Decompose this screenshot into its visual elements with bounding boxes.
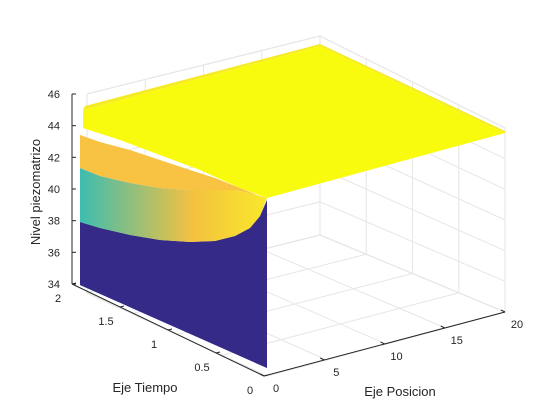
- x-tick-mark: [380, 341, 385, 345]
- x-gridline: [261, 249, 446, 329]
- x-tick-label: 20: [511, 319, 523, 331]
- surface-upper-band: [80, 135, 267, 198]
- x-tick-label: 10: [390, 351, 402, 363]
- x-tick-label: 0: [273, 383, 279, 395]
- y-tick-label: 0.5: [194, 362, 209, 374]
- x-tick-mark: [320, 357, 325, 361]
- surface: [80, 44, 505, 368]
- y-tick-mark: [167, 328, 173, 331]
- y-tick-label: 1.5: [98, 316, 113, 328]
- z-tick-label: 46: [48, 89, 60, 101]
- x-tick-mark: [259, 373, 265, 377]
- y-tick-mark: [119, 305, 125, 308]
- z-tick-label: 38: [48, 216, 60, 228]
- surface-curve-band: [80, 168, 267, 242]
- y-tick-label: 2: [55, 293, 61, 305]
- x-tick-label: 15: [451, 335, 463, 347]
- z-tick-label: 36: [48, 247, 60, 259]
- y-tick-label: 0: [247, 385, 253, 397]
- y-tick-mark: [263, 374, 269, 377]
- x-tick-label: 5: [333, 367, 339, 379]
- y-tick-mark: [71, 282, 77, 285]
- y-tick-mark: [215, 351, 221, 354]
- z-tick-label: 42: [48, 152, 60, 164]
- surface-low-band: [80, 200, 267, 368]
- y-tick-label: 1: [151, 339, 157, 351]
- y-ticks: 0 0.5 1 1.5 2: [55, 282, 269, 397]
- surface-top-plateau: [83, 46, 505, 198]
- x-axis-label: Eje Posicion: [364, 384, 436, 399]
- z-axis-label: Nivel piezomatrizo: [28, 139, 43, 245]
- z-tick-label: 34: [48, 279, 60, 291]
- x-ticks: 0 5 10 15 20: [259, 309, 523, 395]
- z-tick-label: 44: [48, 121, 60, 133]
- x-gridline: [319, 234, 506, 313]
- z-ticks: 34 36 38 40 42 44 46: [48, 89, 76, 291]
- y-axis-label: Eje Tiempo: [112, 380, 177, 395]
- z-tick-label: 40: [48, 184, 60, 196]
- x-tick-mark: [440, 325, 445, 329]
- x-tick-mark: [500, 309, 506, 313]
